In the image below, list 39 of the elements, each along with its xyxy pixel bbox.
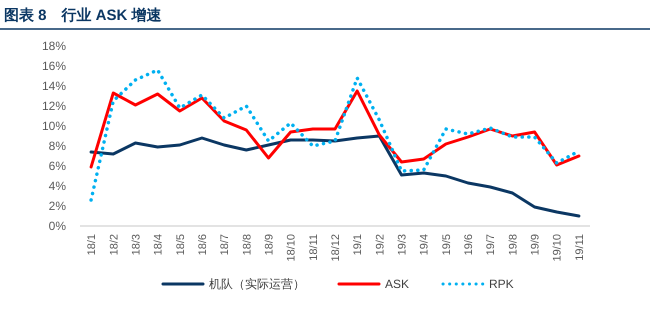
x-tick-label: 18/9 xyxy=(263,234,276,256)
x-tick-label: 18/5 xyxy=(174,234,187,256)
y-tick-label: 4% xyxy=(48,179,66,193)
x-tick-label: 18/3 xyxy=(130,234,142,256)
y-tick-label: 2% xyxy=(48,199,66,213)
y-tick-label: 16% xyxy=(42,59,66,73)
x-tick-label: 18/8 xyxy=(241,234,254,256)
x-tick-label: 18/2 xyxy=(108,234,120,256)
y-tick-label: 6% xyxy=(48,159,66,173)
x-tick-label: 19/3 xyxy=(396,234,409,256)
x-tick-label: 19/6 xyxy=(463,234,476,256)
legend-label: RPK xyxy=(489,277,514,291)
y-tick-label: 12% xyxy=(42,99,66,113)
y-tick-label: 8% xyxy=(48,139,66,153)
line-series xyxy=(90,90,580,168)
y-tick-label: 10% xyxy=(42,119,66,133)
x-tick-label: 18/4 xyxy=(152,234,165,256)
legend-label: 机队（实际运营） xyxy=(209,277,305,291)
y-tick-label: 0% xyxy=(48,219,66,233)
chart-title: 图表 8 行业 ASK 增速 xyxy=(4,7,163,24)
x-tick-label: 19/7 xyxy=(485,234,498,256)
x-tick-label: 19/11 xyxy=(574,234,586,261)
x-tick-label: 19/9 xyxy=(530,234,542,256)
x-tick-label: 19/10 xyxy=(552,234,564,262)
y-tick-label: 14% xyxy=(42,79,66,93)
x-tick-label: 18/12 xyxy=(330,234,342,262)
y-tick-label: 18% xyxy=(42,39,66,53)
line-series xyxy=(90,134,580,218)
x-tick-label: 18/6 xyxy=(196,234,209,256)
x-tick-label: 19/2 xyxy=(374,234,386,256)
x-tick-label: 18/10 xyxy=(286,234,298,262)
x-tick-label: 18/1 xyxy=(86,234,98,256)
x-tick-label: 19/8 xyxy=(507,234,520,256)
x-tick-label: 19/5 xyxy=(440,234,453,256)
x-tick-label: 19/1 xyxy=(352,234,364,256)
x-tick-label: 18/7 xyxy=(219,234,232,256)
x-tick-label: 19/4 xyxy=(418,234,431,256)
x-tick-label: 18/11 xyxy=(308,234,320,261)
legend-label: ASK xyxy=(385,277,410,291)
